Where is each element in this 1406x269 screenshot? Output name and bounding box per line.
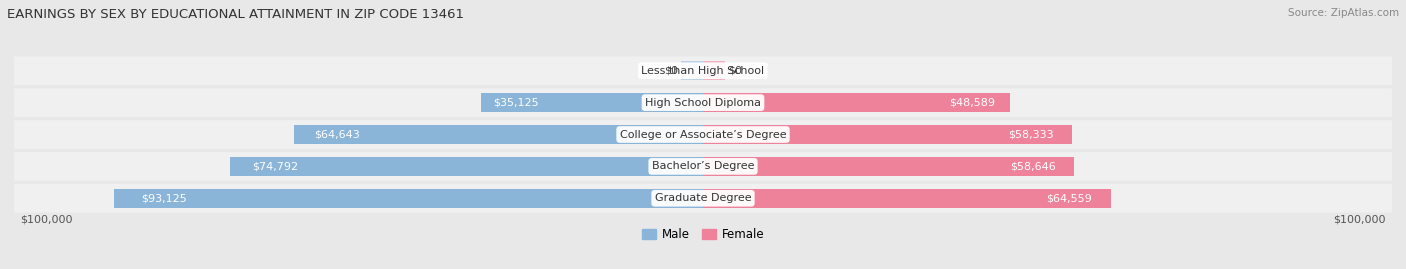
Text: EARNINGS BY SEX BY EDUCATIONAL ATTAINMENT IN ZIP CODE 13461: EARNINGS BY SEX BY EDUCATIONAL ATTAINMEN… xyxy=(7,8,464,21)
Text: $93,125: $93,125 xyxy=(141,193,187,203)
Bar xyxy=(231,157,703,176)
Bar xyxy=(703,61,725,80)
Text: Bachelor’s Degree: Bachelor’s Degree xyxy=(652,161,754,171)
Bar xyxy=(703,125,1071,144)
Text: $64,643: $64,643 xyxy=(314,129,360,140)
Text: Source: ZipAtlas.com: Source: ZipAtlas.com xyxy=(1288,8,1399,18)
FancyBboxPatch shape xyxy=(14,120,1392,149)
Bar xyxy=(703,93,1010,112)
Bar xyxy=(681,61,703,80)
FancyBboxPatch shape xyxy=(14,56,1392,85)
Text: $0: $0 xyxy=(664,66,678,76)
Text: Less than High School: Less than High School xyxy=(641,66,765,76)
Bar xyxy=(703,157,1074,176)
Text: $0: $0 xyxy=(728,66,742,76)
Text: $58,646: $58,646 xyxy=(1010,161,1056,171)
Text: $74,792: $74,792 xyxy=(252,161,298,171)
FancyBboxPatch shape xyxy=(14,184,1392,213)
Legend: Male, Female: Male, Female xyxy=(637,223,769,246)
Bar xyxy=(481,93,703,112)
Text: $35,125: $35,125 xyxy=(494,98,538,108)
Text: Graduate Degree: Graduate Degree xyxy=(655,193,751,203)
Bar xyxy=(114,189,703,208)
Text: $100,000: $100,000 xyxy=(1333,214,1386,224)
FancyBboxPatch shape xyxy=(14,152,1392,181)
Text: College or Associate’s Degree: College or Associate’s Degree xyxy=(620,129,786,140)
Text: High School Diploma: High School Diploma xyxy=(645,98,761,108)
Text: $48,589: $48,589 xyxy=(949,98,994,108)
Bar xyxy=(294,125,703,144)
FancyBboxPatch shape xyxy=(14,88,1392,117)
Bar xyxy=(703,189,1111,208)
Text: $64,559: $64,559 xyxy=(1046,193,1091,203)
Text: $100,000: $100,000 xyxy=(20,214,73,224)
Text: $58,333: $58,333 xyxy=(1008,129,1053,140)
